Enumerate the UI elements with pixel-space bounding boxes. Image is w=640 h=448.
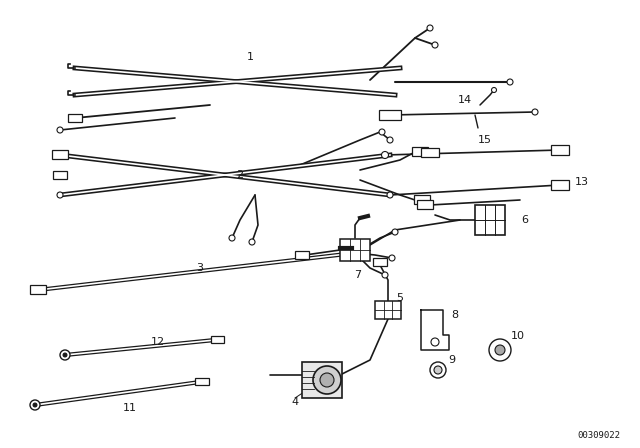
Bar: [475, 205, 505, 235]
Text: 4: 4: [291, 397, 299, 407]
Circle shape: [434, 366, 442, 374]
Circle shape: [430, 362, 446, 378]
Bar: [295, 251, 309, 259]
Bar: [414, 195, 430, 204]
Text: 9: 9: [449, 355, 456, 365]
Circle shape: [489, 339, 511, 361]
Bar: [417, 201, 433, 210]
Circle shape: [427, 25, 433, 31]
Bar: [195, 379, 209, 385]
Circle shape: [63, 353, 67, 357]
Bar: [68, 114, 82, 122]
Bar: [375, 301, 401, 319]
Bar: [379, 110, 401, 120]
Circle shape: [432, 42, 438, 48]
Circle shape: [387, 137, 393, 143]
Circle shape: [389, 255, 395, 261]
Bar: [421, 148, 439, 158]
Text: 7: 7: [355, 270, 362, 280]
Circle shape: [381, 151, 388, 159]
Circle shape: [492, 87, 497, 92]
Text: 2: 2: [236, 170, 244, 180]
Circle shape: [379, 129, 385, 135]
Circle shape: [382, 272, 388, 278]
Text: 00309022: 00309022: [577, 431, 620, 439]
Bar: [412, 147, 428, 156]
Circle shape: [387, 192, 393, 198]
Circle shape: [320, 373, 334, 387]
Circle shape: [57, 127, 63, 133]
Circle shape: [431, 338, 439, 346]
Circle shape: [249, 239, 255, 245]
Circle shape: [60, 350, 70, 360]
Text: 10: 10: [511, 331, 525, 341]
Bar: [551, 145, 569, 155]
Bar: [340, 239, 370, 261]
Text: 6: 6: [522, 215, 529, 225]
Text: 5: 5: [397, 293, 403, 303]
Text: 14: 14: [458, 95, 472, 105]
Bar: [52, 151, 68, 159]
Circle shape: [57, 192, 63, 198]
Circle shape: [392, 229, 398, 235]
Bar: [373, 258, 387, 266]
Text: 13: 13: [575, 177, 589, 187]
Bar: [302, 362, 342, 398]
Text: 12: 12: [151, 337, 165, 347]
Circle shape: [507, 79, 513, 85]
Bar: [211, 336, 223, 344]
Circle shape: [495, 345, 505, 355]
Circle shape: [229, 235, 235, 241]
Circle shape: [532, 109, 538, 115]
Text: 8: 8: [451, 310, 459, 320]
Circle shape: [313, 366, 341, 394]
Text: 11: 11: [123, 403, 137, 413]
Text: 15: 15: [478, 135, 492, 145]
Text: 3: 3: [196, 263, 204, 273]
Circle shape: [30, 400, 40, 410]
Bar: [30, 285, 46, 294]
Circle shape: [33, 403, 37, 407]
Text: 1: 1: [246, 52, 253, 62]
Bar: [551, 180, 569, 190]
Bar: [53, 171, 67, 179]
